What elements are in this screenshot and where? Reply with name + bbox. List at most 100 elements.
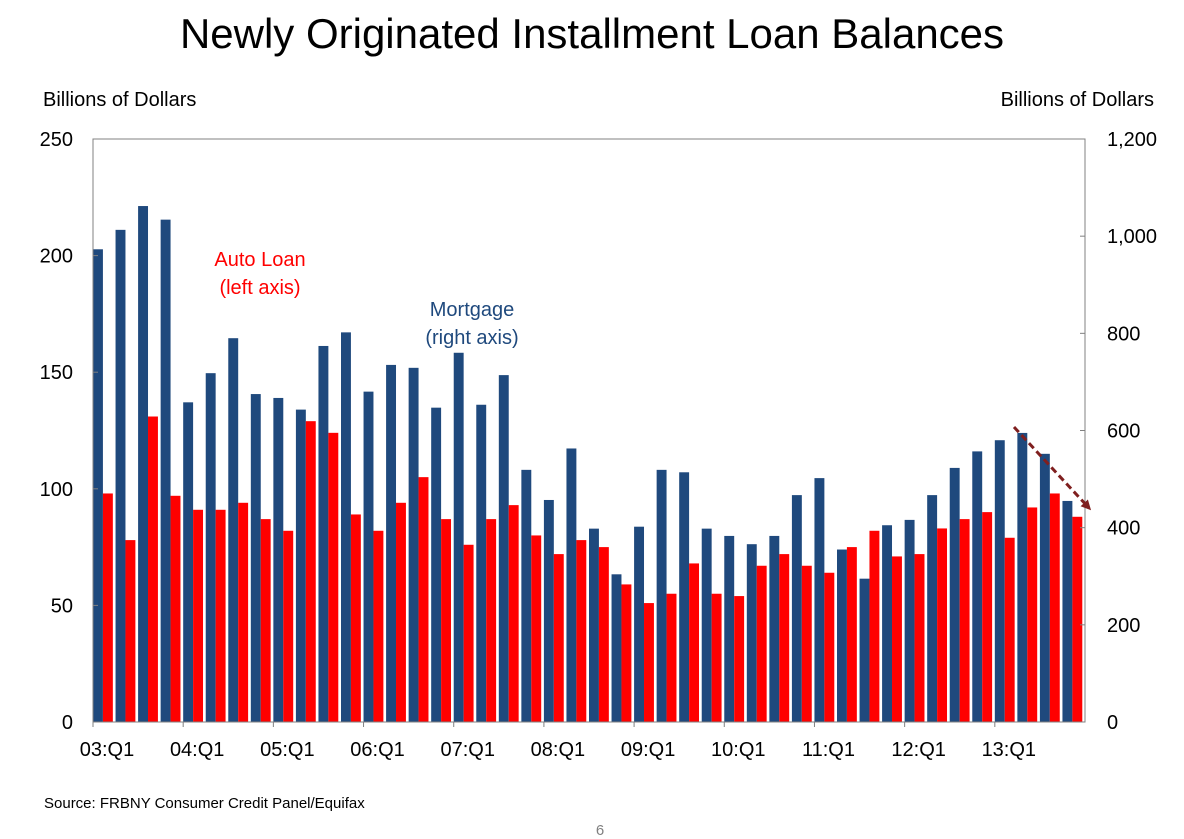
auto-loan-bar: [441, 519, 452, 722]
auto-loan-bar: [508, 505, 519, 722]
mortgage-bar: [183, 402, 194, 722]
auto-loan-bar: [914, 554, 925, 722]
right-axis-label: Billions of Dollars: [1000, 89, 1154, 111]
auto-loan-bar: [1004, 537, 1015, 722]
right-tick-label: 1,000: [1107, 226, 1157, 248]
mortgage-bar: [476, 404, 487, 722]
mortgage-bar: [656, 469, 667, 722]
mortgage-bar: [228, 338, 239, 722]
mortgage-bar: [341, 332, 351, 722]
mortgage-bar: [498, 375, 509, 722]
x-tick-label: 13:Q1: [982, 739, 1036, 761]
left-tick-label: 50: [51, 595, 73, 617]
x-tick-label: 05:Q1: [260, 739, 314, 761]
auto-loan-bar: [396, 502, 406, 722]
auto-loan-bar: [756, 565, 767, 722]
x-tick-label: 08:Q1: [531, 739, 585, 761]
left-tick-label: 0: [62, 712, 73, 734]
right-tick-label: 200: [1107, 615, 1140, 637]
trend-arrow: [1012, 425, 1092, 511]
auto-annotation-line2: (left axis): [219, 277, 300, 299]
auto-loan-bar: [260, 519, 271, 722]
x-axis-ticks: 03:Q1 04:Q1 05:Q1 06:Q1 07:Q1 08:Q1 09:Q1 10:Q1…: [80, 722, 1036, 761]
x-tick-label: 11:Q1: [802, 739, 855, 761]
mortgage-annotation-line1: Mortgage: [430, 299, 515, 321]
mortgage-bar: [543, 499, 554, 722]
mortgage-bar: [1017, 432, 1028, 722]
mortgage-annotation-line2: (right axis): [425, 327, 518, 349]
auto-loan-bar: [846, 547, 857, 722]
mortgage-bar: [386, 364, 397, 722]
mortgage-bar: [453, 352, 464, 722]
right-tick-label: 400: [1107, 518, 1140, 540]
page-number: 6: [595, 822, 605, 839]
auto-loan-bar: [824, 572, 835, 722]
auto-loan-bar: [1049, 493, 1060, 722]
auto-loan-bar: [463, 544, 474, 722]
auto-loan-bar: [801, 565, 812, 722]
left-axis-ticks: 0 50 100 150 200 250: [40, 129, 98, 734]
auto-loan-bar: [598, 547, 609, 722]
mortgage-bar: [859, 578, 870, 722]
left-axis-label: Billions of Dollars: [43, 89, 197, 111]
right-tick-label: 0: [1107, 712, 1118, 734]
mortgage-bar: [93, 249, 103, 722]
x-tick-label: 07:Q1: [440, 739, 494, 761]
mortgage-bar: [1062, 500, 1073, 722]
mortgage-bar: [904, 519, 915, 722]
auto-loan-bar: [305, 421, 316, 722]
right-tick-label: 1,200: [1107, 129, 1157, 151]
auto-loan-bar: [373, 530, 384, 722]
auto-loan-bar: [666, 593, 677, 722]
left-tick-label: 250: [40, 129, 73, 151]
auto-loan-bar: [1027, 507, 1038, 722]
auto-loan-bar: [486, 519, 497, 722]
auto-loan-bar: [892, 556, 902, 722]
mortgage-bar: [837, 549, 847, 722]
left-tick-label: 150: [40, 362, 73, 384]
mortgage-bar: [634, 526, 645, 722]
auto-loan-bar: [170, 495, 181, 722]
right-tick-label: 800: [1107, 323, 1140, 345]
mortgage-bar: [521, 469, 532, 722]
mortgage-bar: [972, 451, 983, 722]
mortgage-bar: [724, 535, 735, 722]
mortgage-bar: [408, 367, 419, 722]
auto-loan-bar: [238, 502, 249, 722]
auto-loan-bar: [283, 530, 294, 722]
auto-loan-bar: [937, 528, 948, 722]
right-tick-label: 600: [1107, 421, 1140, 443]
auto-loan-bar: [576, 540, 587, 722]
mortgage-bar: [250, 394, 261, 722]
auto-loan-bar: [125, 540, 136, 722]
mortgage-bar: [1039, 453, 1050, 722]
mortgage-bar: [589, 528, 599, 722]
right-axis-ticks: 0 200 400 600 800 1,000 1,200: [1080, 129, 1157, 734]
x-tick-label: 10:Q1: [711, 739, 765, 761]
mortgage-bar: [318, 345, 329, 722]
auto-loan-bar: [418, 477, 429, 722]
auto-loan-bar: [734, 596, 745, 722]
auto-loan-bar: [148, 416, 158, 722]
x-tick-label: 09:Q1: [621, 739, 675, 761]
auto-loan-bar: [328, 432, 339, 722]
auto-loan-bar: [553, 554, 564, 722]
mortgage-bar: [363, 391, 374, 722]
mortgage-bar: [882, 525, 893, 722]
auto-loan-bar: [869, 530, 880, 722]
x-tick-label: 06:Q1: [350, 739, 404, 761]
chart-title: Newly Originated Installment Loan Balanc…: [179, 10, 1005, 57]
left-tick-label: 200: [40, 246, 73, 268]
auto-loan-bar: [689, 563, 700, 722]
mortgage-bar: [769, 535, 780, 722]
auto-loan-bar: [644, 603, 654, 722]
mortgage-bar: [994, 440, 1005, 722]
mortgage-bar: [927, 495, 938, 722]
auto-loan-bar: [982, 512, 993, 722]
auto-loan-bar: [102, 493, 113, 722]
x-tick-label: 03:Q1: [80, 739, 134, 761]
mortgage-bar: [205, 373, 216, 722]
mortgage-bar: [701, 528, 712, 722]
x-tick-label: 12:Q1: [891, 739, 945, 761]
